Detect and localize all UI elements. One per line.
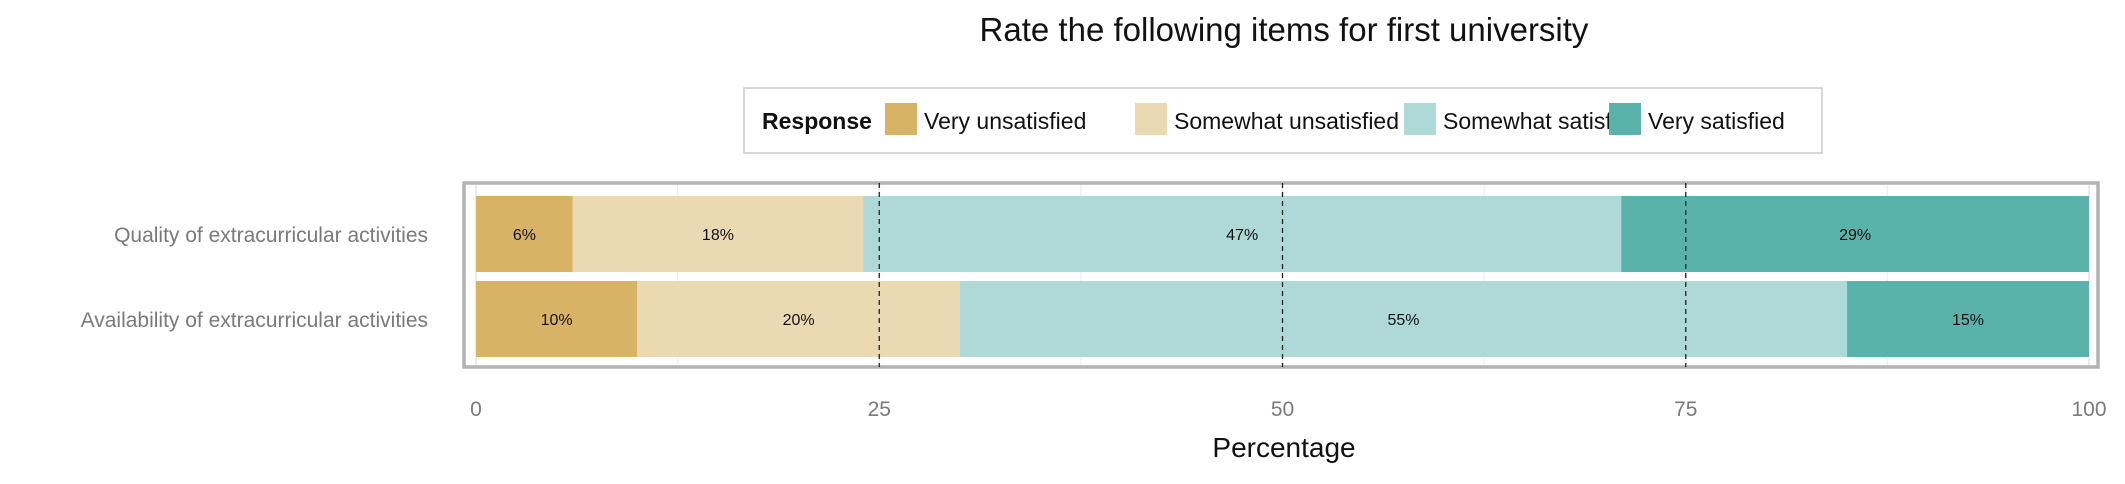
category-label: Availability of extracurricular activiti… xyxy=(81,309,428,332)
x-axis-title: Percentage xyxy=(1212,432,1355,463)
legend-swatch-somewhat-satisfied xyxy=(1404,103,1436,135)
bar-segment-somewhat-satisfied-1 xyxy=(863,196,1622,272)
panel-border xyxy=(462,181,2100,369)
data-label: 20% xyxy=(783,312,815,329)
x-axis-ticks: 0 25 50 75 100 xyxy=(470,398,2106,421)
bar-segment-somewhat-unsatisfied-1 xyxy=(572,196,864,272)
data-label: 29% xyxy=(1839,227,1871,244)
x-tick-label: 100 xyxy=(2071,398,2106,421)
bar-segment-very-satisfied-1 xyxy=(1621,196,2089,272)
legend-swatch-somewhat-unsatisfied xyxy=(1135,103,1167,135)
legend-label: Very unsatisfied xyxy=(924,108,1086,134)
x-tick-label: 25 xyxy=(868,398,891,421)
data-label: 15% xyxy=(1952,312,1984,329)
bar-segment-somewhat-unsatisfied-2 xyxy=(637,281,960,357)
bar-segment-somewhat-satisfied-2 xyxy=(959,281,1848,357)
x-tick-label: 50 xyxy=(1271,398,1294,421)
data-label: 6% xyxy=(513,227,536,244)
x-tick-label: 75 xyxy=(1674,398,1697,421)
legend-swatch-very-satisfied xyxy=(1609,103,1641,135)
legend-swatch-very-unsatisfied xyxy=(885,103,917,135)
category-labels: Quality of extracurricular activities Ava… xyxy=(81,224,428,332)
legend-box xyxy=(743,87,1823,154)
category-label: Quality of extracurricular activities xyxy=(114,224,428,247)
bar-segment-very-satisfied-2 xyxy=(1847,281,2089,357)
legend-title: Response xyxy=(762,108,872,134)
data-label: 55% xyxy=(1387,312,1419,329)
legend-label: Somewhat unsatisfied xyxy=(1174,108,1399,134)
data-label: 47% xyxy=(1226,227,1258,244)
chart-title: Rate the following items for first unive… xyxy=(980,11,1589,48)
legend: Response Very unsatisfied Somewhat unsati… xyxy=(743,87,1823,154)
bar-segment-very-unsatisfied-1 xyxy=(476,196,573,272)
reference-lines xyxy=(878,183,1687,367)
data-label: 10% xyxy=(541,312,573,329)
data-label: 18% xyxy=(702,227,734,244)
bars: 6% 18% 47% 29% 10% 20% 55% 15% xyxy=(476,196,2089,357)
legend-label: Very satisfied xyxy=(1648,108,1785,134)
x-tick-label: 0 xyxy=(470,398,482,421)
bar-segment-very-unsatisfied-2 xyxy=(476,281,638,357)
